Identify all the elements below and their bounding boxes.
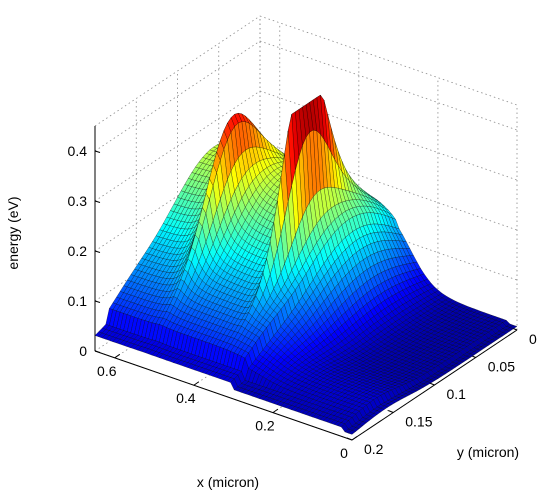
- y-tick-label: 0.05: [488, 359, 515, 375]
- z-tick-mark: [94, 200, 101, 203]
- z-tick-mark: [94, 150, 101, 153]
- axes: [94, 126, 518, 441]
- grid-line-top: [94, 15, 261, 127]
- z-tick-mark: [94, 300, 101, 303]
- z-tick-label: 0.4: [68, 143, 88, 159]
- grid-line-z: [259, 40, 518, 131]
- y-tick-label: 0.15: [405, 414, 432, 430]
- z-tick-mark: [94, 350, 101, 353]
- y-tick-label: 0.2: [364, 441, 384, 457]
- x-tick-mark: [193, 381, 200, 386]
- y-tick-mark: [388, 410, 394, 413]
- grid-line-top: [259, 15, 518, 106]
- z-tick-label: 0.1: [68, 293, 88, 309]
- x-axis-label: x (micron): [197, 474, 259, 490]
- x-tick-label: 0.6: [97, 363, 117, 379]
- z-tick-label: 0.2: [68, 243, 88, 259]
- axis-labels: x (micron) y (micron) energy (eV): [5, 196, 519, 490]
- y-tick-label: 0: [529, 331, 537, 347]
- z-tick-label: 0: [79, 343, 87, 359]
- x-axis-line: [94, 350, 353, 441]
- z-axis-label: energy (eV): [5, 196, 21, 269]
- x-tick-mark: [272, 408, 279, 414]
- x-tick-label: 0.2: [255, 418, 275, 434]
- x-tick-mark: [114, 353, 121, 359]
- grid-line-z: [94, 40, 261, 152]
- y-axis-label: y (micron): [457, 444, 519, 460]
- x-tick-label: 0.4: [176, 390, 196, 406]
- tick-labels: 0 0.2 0.4 0.6 0 0.05 0.1 0.15 0.2 0 0.1 0.2 0.3 0.4: [68, 143, 537, 461]
- x-tick-mark: [351, 436, 358, 441]
- y-tick-label: 0.1: [447, 386, 467, 402]
- z-tick-label: 0.3: [68, 193, 88, 209]
- y-tick-mark: [346, 437, 353, 441]
- grid-line-z: [259, 90, 518, 181]
- energy-surface: [94, 94, 518, 435]
- surface-patch: [348, 430, 356, 435]
- x-tick-label: 0: [340, 445, 348, 461]
- z-tick-mark: [94, 250, 101, 253]
